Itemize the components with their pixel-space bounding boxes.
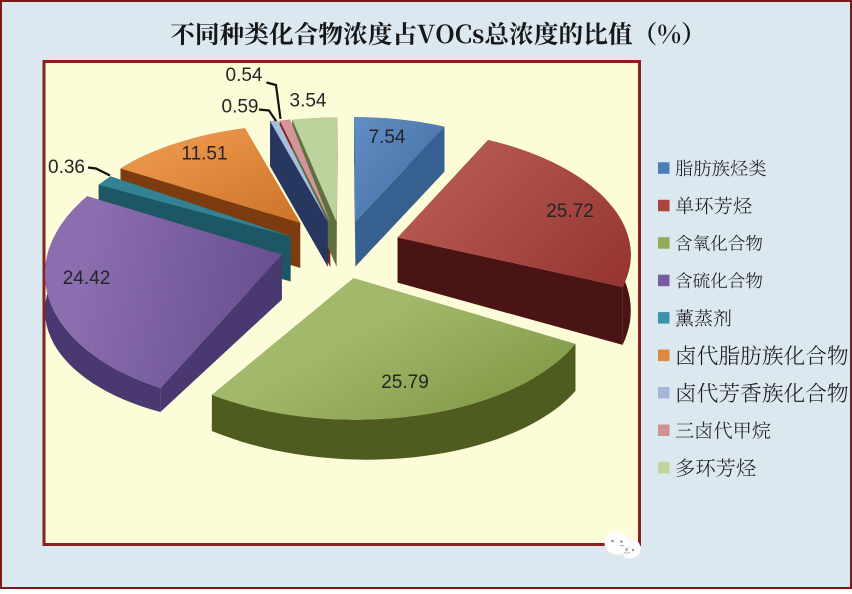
svg-text:25.79: 25.79 <box>381 372 429 393</box>
svg-text:3.54: 3.54 <box>290 91 327 112</box>
svg-text:0.59: 0.59 <box>222 97 259 118</box>
svg-text:24.42: 24.42 <box>63 268 111 289</box>
svg-text:25.72: 25.72 <box>546 201 594 222</box>
svg-text:0.36: 0.36 <box>48 157 85 178</box>
svg-text:0.54: 0.54 <box>226 65 263 86</box>
svg-text:7.54: 7.54 <box>369 127 406 148</box>
svg-text:11.51: 11.51 <box>181 144 227 165</box>
